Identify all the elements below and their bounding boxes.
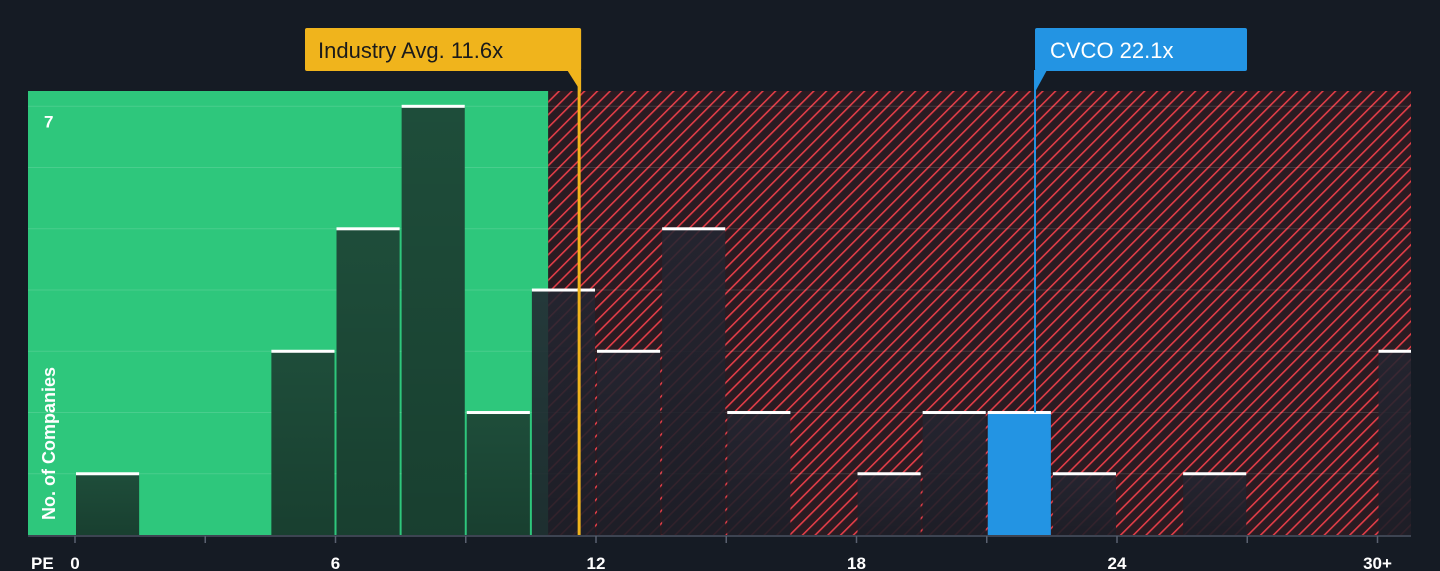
histogram-bar-shade <box>1183 473 1247 535</box>
histogram-bar-shade <box>1378 351 1411 535</box>
histogram-bar-shade <box>271 351 335 535</box>
histogram-bar-cap <box>987 411 1051 415</box>
company-marker: CVCO 22.1x <box>1034 28 1247 413</box>
industry-average-marker: Industry Avg. 11.6x <box>305 28 582 535</box>
histogram-bar-cap <box>1052 472 1116 476</box>
histogram-bar-shade <box>662 228 726 536</box>
histogram-bar-cap <box>857 472 921 476</box>
histogram-bar-shade <box>1052 473 1116 535</box>
industry-average-label: Industry Avg. 11.6x <box>318 38 503 63</box>
x-tick-label: 12 <box>587 554 606 571</box>
histogram-bar-shade <box>76 473 140 535</box>
histogram-bar-cap <box>336 227 400 231</box>
histogram-bar-cap <box>76 472 140 476</box>
y-tick-label: 7 <box>44 112 53 131</box>
histogram-bar-cap <box>531 288 595 292</box>
x-tick-label: 30+ <box>1363 554 1392 571</box>
histogram-bar-shade <box>466 412 530 535</box>
histogram-bar-cap <box>597 349 661 353</box>
histogram-bar-shade <box>727 412 791 535</box>
histogram-bar-shade <box>922 412 986 535</box>
histogram-bar-cap <box>1378 349 1411 353</box>
company-label: CVCO 22.1x <box>1050 38 1174 63</box>
histogram-bar-shade <box>531 290 595 535</box>
histogram-bar-shade <box>857 473 921 535</box>
x-tick-label: 24 <box>1108 554 1127 571</box>
histogram-bar-shade <box>336 228 400 536</box>
histogram-bars <box>76 104 1411 536</box>
histogram-bar-cap <box>401 104 465 108</box>
histogram-bar <box>987 412 1051 535</box>
x-tick-label: 0 <box>70 554 79 571</box>
histogram-bar-cap <box>271 349 335 353</box>
histogram-bar-shade <box>597 351 661 535</box>
company-pointer <box>1035 70 1048 92</box>
histogram-bar-shade <box>401 106 465 535</box>
histogram-bar-cap <box>922 411 986 415</box>
x-axis-label: PE <box>31 554 54 571</box>
histogram-bar-cap <box>1183 472 1247 476</box>
x-axis-ticks: 0 6 12 18 24 30+ <box>70 536 1392 571</box>
histogram-bar-cap <box>727 411 791 415</box>
company-callout <box>1035 28 1247 71</box>
industry-average-callout <box>305 28 582 71</box>
x-tick-label: 6 <box>331 554 340 571</box>
x-tick-label: 18 <box>847 554 866 571</box>
histogram-bar-cap <box>466 411 530 415</box>
y-axis-label: No. of Companies <box>39 367 59 520</box>
histogram-bar-cap <box>662 227 726 231</box>
industry-average-pointer <box>567 70 582 92</box>
